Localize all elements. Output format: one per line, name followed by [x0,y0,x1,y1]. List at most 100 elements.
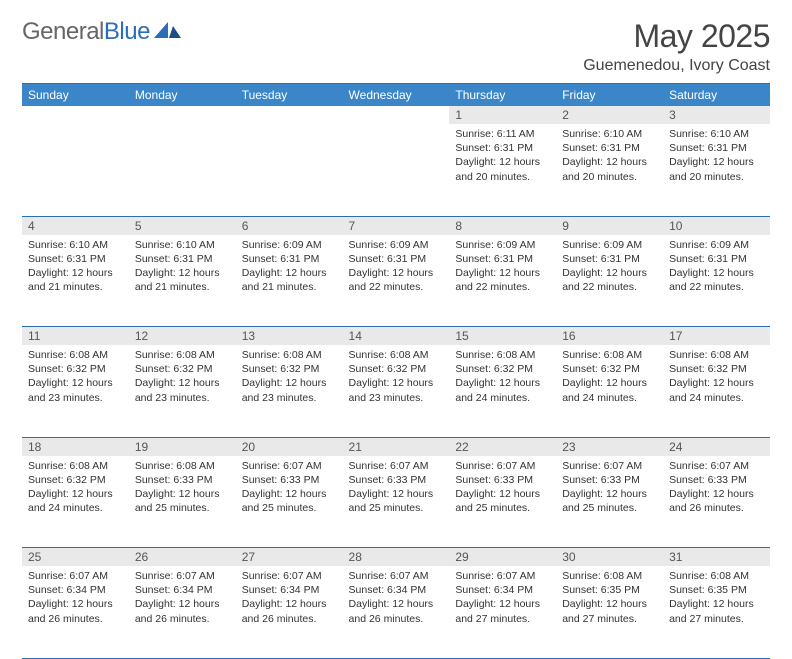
day-cell: Sunrise: 6:09 AMSunset: 6:31 PMDaylight:… [449,235,556,327]
day-number: 10 [663,217,770,235]
day-cell: Sunrise: 6:08 AMSunset: 6:32 PMDaylight:… [22,345,129,437]
daylight-line: Daylight: 12 hours and 23 minutes. [135,376,230,404]
daylight-line: Daylight: 12 hours and 21 minutes. [135,266,230,294]
day-number: 5 [129,217,236,235]
sunset-line: Sunset: 6:34 PM [28,583,123,597]
daylight-line: Daylight: 12 hours and 20 minutes. [669,155,764,183]
day-number: 26 [129,548,236,566]
sunset-line: Sunset: 6:31 PM [669,252,764,266]
day-number [343,106,450,110]
day-details: Sunrise: 6:09 AMSunset: 6:31 PMDaylight:… [449,235,556,301]
sunset-line: Sunset: 6:33 PM [242,473,337,487]
sunset-line: Sunset: 6:32 PM [135,362,230,376]
calendar-table: SundayMondayTuesdayWednesdayThursdayFrid… [22,83,770,659]
daylight-line: Daylight: 12 hours and 24 minutes. [669,376,764,404]
day-details: Sunrise: 6:08 AMSunset: 6:32 PMDaylight:… [22,345,129,411]
sunrise-line: Sunrise: 6:11 AM [455,127,550,141]
day-details: Sunrise: 6:07 AMSunset: 6:33 PMDaylight:… [663,456,770,522]
sunrise-line: Sunrise: 6:08 AM [135,348,230,362]
day-cell [236,124,343,216]
day-cell: Sunrise: 6:09 AMSunset: 6:31 PMDaylight:… [236,235,343,327]
day-number: 31 [663,548,770,566]
sunset-line: Sunset: 6:31 PM [28,252,123,266]
sunset-line: Sunset: 6:31 PM [562,252,657,266]
day-number: 25 [22,548,129,566]
sunset-line: Sunset: 6:32 PM [349,362,444,376]
day-cell: Sunrise: 6:08 AMSunset: 6:32 PMDaylight:… [236,345,343,437]
day-details: Sunrise: 6:08 AMSunset: 6:35 PMDaylight:… [556,566,663,632]
weekday-header: Thursday [449,84,556,107]
sunrise-line: Sunrise: 6:07 AM [455,569,550,583]
sunrise-line: Sunrise: 6:07 AM [669,459,764,473]
daylight-line: Daylight: 12 hours and 25 minutes. [135,487,230,515]
day-cell: Sunrise: 6:08 AMSunset: 6:33 PMDaylight:… [129,456,236,548]
sunrise-line: Sunrise: 6:08 AM [455,348,550,362]
sunrise-line: Sunrise: 6:08 AM [669,348,764,362]
day-details: Sunrise: 6:09 AMSunset: 6:31 PMDaylight:… [236,235,343,301]
daylight-line: Daylight: 12 hours and 22 minutes. [562,266,657,294]
sunrise-line: Sunrise: 6:08 AM [669,569,764,583]
day-details: Sunrise: 6:07 AMSunset: 6:33 PMDaylight:… [556,456,663,522]
day-details: Sunrise: 6:07 AMSunset: 6:34 PMDaylight:… [22,566,129,632]
daylight-line: Daylight: 12 hours and 20 minutes. [455,155,550,183]
day-details: Sunrise: 6:08 AMSunset: 6:32 PMDaylight:… [343,345,450,411]
day-details: Sunrise: 6:10 AMSunset: 6:31 PMDaylight:… [663,124,770,190]
sunset-line: Sunset: 6:34 PM [349,583,444,597]
day-details: Sunrise: 6:08 AMSunset: 6:32 PMDaylight:… [22,456,129,522]
day-number: 16 [556,327,663,345]
day-cell: Sunrise: 6:08 AMSunset: 6:32 PMDaylight:… [556,345,663,437]
day-cell: Sunrise: 6:10 AMSunset: 6:31 PMDaylight:… [22,235,129,327]
title-block: May 2025 Guemenedou, Ivory Coast [583,18,770,75]
day-number: 18 [22,438,129,456]
sunrise-line: Sunrise: 6:07 AM [455,459,550,473]
sunrise-line: Sunrise: 6:09 AM [455,238,550,252]
day-number: 9 [556,217,663,235]
sunrise-line: Sunrise: 6:08 AM [28,348,123,362]
daylight-line: Daylight: 12 hours and 26 minutes. [669,487,764,515]
sunrise-line: Sunrise: 6:08 AM [242,348,337,362]
sunset-line: Sunset: 6:31 PM [562,141,657,155]
sunset-line: Sunset: 6:32 PM [28,473,123,487]
sunrise-line: Sunrise: 6:07 AM [349,459,444,473]
sunset-line: Sunset: 6:31 PM [135,252,230,266]
day-details: Sunrise: 6:08 AMSunset: 6:32 PMDaylight:… [556,345,663,411]
logo-text: GeneralBlue [22,18,150,46]
day-cell: Sunrise: 6:10 AMSunset: 6:31 PMDaylight:… [556,124,663,216]
sunset-line: Sunset: 6:32 PM [562,362,657,376]
day-cell: Sunrise: 6:07 AMSunset: 6:33 PMDaylight:… [343,456,450,548]
logo-blue: Blue [104,18,150,45]
day-number: 30 [556,548,663,566]
day-number: 4 [22,217,129,235]
sunrise-line: Sunrise: 6:08 AM [349,348,444,362]
sunset-line: Sunset: 6:35 PM [669,583,764,597]
sunset-line: Sunset: 6:31 PM [455,252,550,266]
day-number: 7 [343,217,450,235]
day-cell: Sunrise: 6:10 AMSunset: 6:31 PMDaylight:… [663,124,770,216]
day-cell: Sunrise: 6:07 AMSunset: 6:33 PMDaylight:… [236,456,343,548]
page-title: May 2025 [583,18,770,55]
sunset-line: Sunset: 6:31 PM [669,141,764,155]
day-cell [129,124,236,216]
sunset-line: Sunset: 6:32 PM [455,362,550,376]
sunrise-line: Sunrise: 6:07 AM [242,569,337,583]
day-details: Sunrise: 6:07 AMSunset: 6:34 PMDaylight:… [449,566,556,632]
day-details: Sunrise: 6:08 AMSunset: 6:35 PMDaylight:… [663,566,770,632]
day-cell: Sunrise: 6:07 AMSunset: 6:33 PMDaylight:… [556,456,663,548]
sunrise-line: Sunrise: 6:08 AM [562,348,657,362]
sunset-line: Sunset: 6:32 PM [669,362,764,376]
sunset-line: Sunset: 6:31 PM [349,252,444,266]
daylight-line: Daylight: 12 hours and 25 minutes. [349,487,444,515]
sunrise-line: Sunrise: 6:08 AM [562,569,657,583]
sunrise-line: Sunrise: 6:08 AM [135,459,230,473]
day-cell: Sunrise: 6:07 AMSunset: 6:34 PMDaylight:… [449,566,556,658]
sunset-line: Sunset: 6:33 PM [562,473,657,487]
day-number [236,106,343,110]
day-cell [343,124,450,216]
day-details: Sunrise: 6:10 AMSunset: 6:31 PMDaylight:… [129,235,236,301]
sunset-line: Sunset: 6:33 PM [455,473,550,487]
sunrise-line: Sunrise: 6:10 AM [135,238,230,252]
location-label: Guemenedou, Ivory Coast [583,57,770,75]
sunset-line: Sunset: 6:31 PM [455,141,550,155]
day-cell: Sunrise: 6:09 AMSunset: 6:31 PMDaylight:… [663,235,770,327]
day-details: Sunrise: 6:07 AMSunset: 6:34 PMDaylight:… [236,566,343,632]
